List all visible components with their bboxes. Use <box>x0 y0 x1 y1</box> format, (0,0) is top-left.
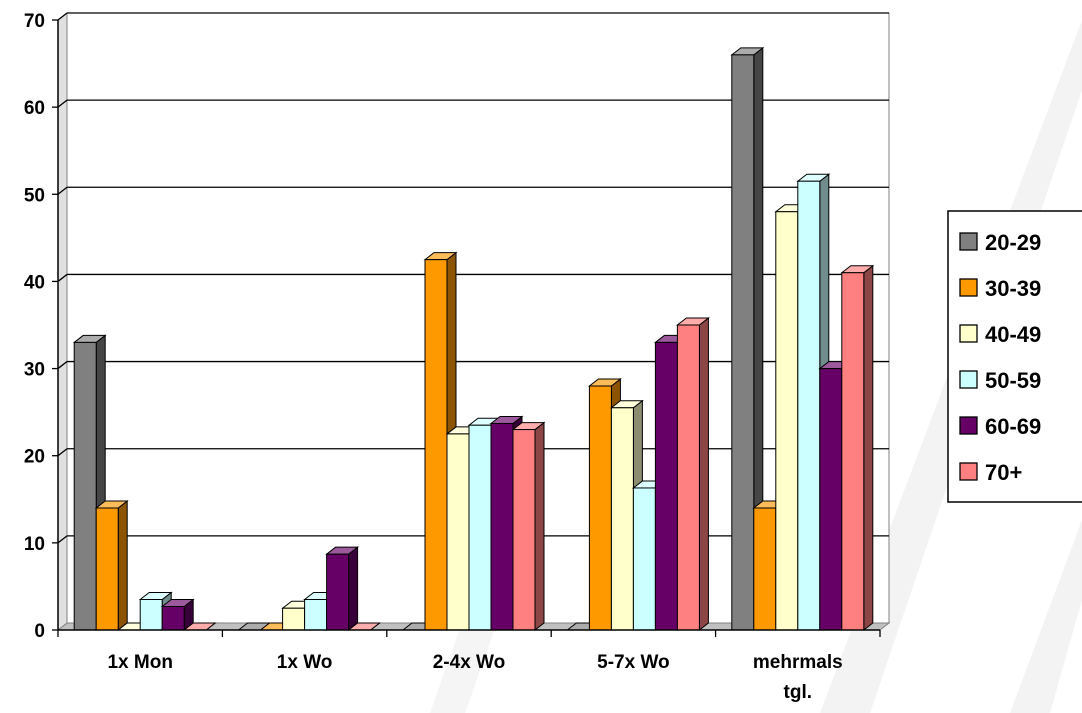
bar-front <box>632 487 656 631</box>
x-category-label: 1x Wo <box>277 652 333 673</box>
bar-side <box>863 264 874 632</box>
gridline-side <box>57 99 68 108</box>
y-tick-label: 60 <box>24 98 45 119</box>
bar-front <box>73 341 97 631</box>
bar-front <box>512 429 536 631</box>
legend-swatch <box>959 232 978 251</box>
bar-front <box>446 433 470 631</box>
legend-swatch <box>959 324 978 343</box>
y-tick-label: 10 <box>24 534 45 555</box>
legend-swatch <box>959 462 978 481</box>
watermark-stripe <box>1010 520 1082 713</box>
gridline-side <box>57 186 68 195</box>
x-category-label: tgl. <box>784 682 813 703</box>
legend-swatch <box>959 370 978 389</box>
bar-front <box>819 368 843 631</box>
bar-70+ <box>511 421 546 632</box>
gridline-side <box>57 273 68 282</box>
gridline-side <box>57 12 68 21</box>
legend-label: 70+ <box>985 460 1022 485</box>
bar-70+ <box>347 622 382 631</box>
bar-side <box>117 499 128 632</box>
gridline-side <box>57 535 68 544</box>
legend-label: 60-69 <box>985 414 1041 439</box>
legend-swatch <box>959 278 978 297</box>
bar-front <box>753 507 777 631</box>
bar-side <box>534 421 545 632</box>
gridline-side <box>57 448 68 457</box>
bar-front <box>468 424 492 631</box>
x-category-label: 2-4x Wo <box>433 652 506 673</box>
bar-70+ <box>840 264 875 632</box>
bar-side <box>348 546 359 632</box>
x-category-label: 1x Mon <box>107 652 172 673</box>
bar-30-39 <box>94 499 129 632</box>
legend-label: 50-59 <box>985 368 1041 393</box>
gridline-side <box>57 361 68 370</box>
bar-front <box>797 180 821 631</box>
legend-box <box>947 210 1082 503</box>
bar-front <box>731 54 755 631</box>
bar-70+ <box>675 316 710 632</box>
bar-60-69 <box>160 598 195 632</box>
bar-front <box>610 407 634 631</box>
bar-front <box>841 272 865 631</box>
bar-front <box>775 211 799 631</box>
bar-front <box>95 507 119 631</box>
bar-front <box>490 422 514 631</box>
legend-label: 20-29 <box>985 230 1041 255</box>
x-category-label: 5-7x Wo <box>597 652 670 673</box>
legend-swatch <box>959 416 978 435</box>
bar-front <box>304 599 328 631</box>
bar-60-69 <box>325 546 360 632</box>
y-tick-label: 0 <box>34 621 45 642</box>
y-tick-label: 70 <box>24 11 45 32</box>
y-tick-label: 40 <box>24 272 45 293</box>
bar-20-29 <box>72 334 107 632</box>
bar-front <box>161 605 185 631</box>
bar-front <box>282 607 306 631</box>
y-tick-label: 50 <box>24 185 45 206</box>
y-tick-label: 20 <box>24 447 45 468</box>
bar-front <box>588 385 612 631</box>
y-tick-label: 30 <box>24 360 45 381</box>
legend-label: 40-49 <box>985 322 1041 347</box>
bar-front <box>676 324 700 631</box>
bar-front <box>424 259 448 631</box>
legend-label: 30-39 <box>985 276 1041 301</box>
bar-front <box>139 599 163 631</box>
x-category-label: mehrmals <box>753 652 843 673</box>
bar-front <box>654 341 678 631</box>
bar-side <box>698 316 709 632</box>
bar-20-29 <box>730 46 765 632</box>
bar-front <box>326 553 350 631</box>
